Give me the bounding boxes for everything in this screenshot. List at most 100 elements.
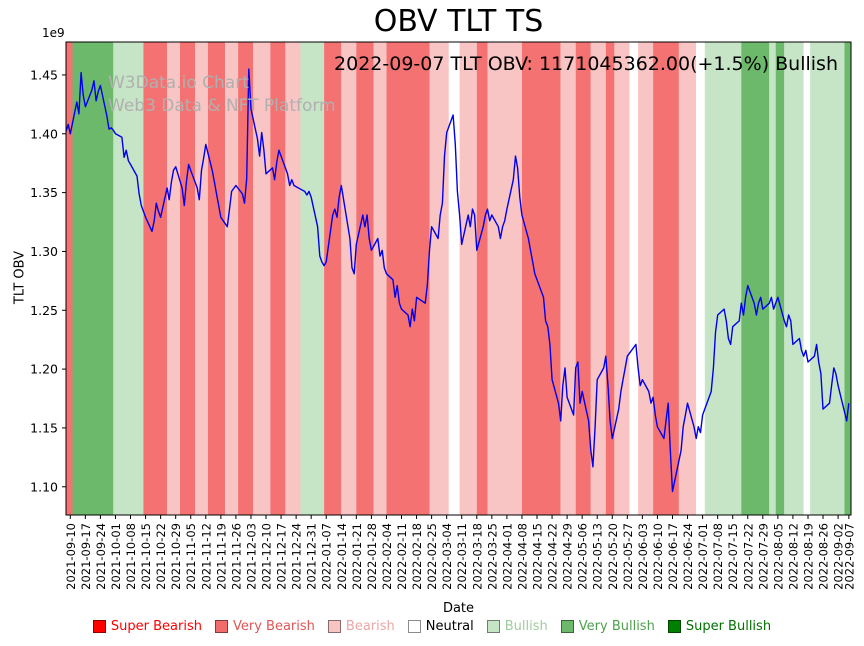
y-tick-label: 1.20 — [30, 362, 58, 377]
watermark-line-1: W3Data.io Chart — [108, 73, 249, 93]
obv-line — [65, 68, 850, 493]
x-tick-label: 2021-10-15 — [139, 523, 153, 590]
signal-band-very_bearish — [324, 42, 342, 515]
legend-label-bullish: Bullish — [504, 619, 548, 634]
legend-swatch-very-bullish — [560, 620, 574, 633]
x-tick-label: 2022-08-19 — [801, 523, 815, 590]
signal-band-very_bullish — [72, 42, 114, 515]
signal-band-bearish — [373, 42, 387, 515]
signal-band-bearish — [560, 42, 576, 515]
chart-title: OBV TLT TS — [373, 4, 544, 39]
x-tick-label: 2022-05-20 — [606, 523, 620, 590]
signal-band-neutral — [629, 42, 639, 515]
x-tick-label: 2022-08-05 — [771, 523, 785, 590]
legend-item-super-bullish: Super Bullish — [667, 619, 772, 634]
signal-band-very_bullish — [775, 42, 785, 515]
y-tick-label: 1.35 — [30, 185, 58, 200]
x-tick-label: 2021-11-05 — [184, 523, 198, 590]
y-tick-label: 1.45 — [30, 67, 58, 82]
signal-band-very_bearish — [476, 42, 488, 515]
signal-band-bearish — [614, 42, 630, 515]
x-tick-label: 2021-10-01 — [109, 523, 123, 590]
x-tick-label: 2022-04-15 — [531, 523, 545, 590]
legend-label-super-bullish: Super Bullish — [685, 619, 772, 634]
x-tick-label: 2022-08-12 — [786, 523, 800, 590]
x-tick-label: 2021-10-22 — [154, 523, 168, 590]
x-tick-label: 2022-06-03 — [636, 523, 650, 590]
x-tick-label: 2022-06-10 — [651, 523, 665, 590]
signal-band-very_bearish — [180, 42, 196, 515]
x-tick-label: 2022-07-15 — [726, 523, 740, 590]
y-axis-label: TLT OBV — [12, 250, 28, 305]
x-tick-label: 2021-12-03 — [244, 523, 258, 590]
legend-item-very-bullish: Very Bullish — [560, 619, 655, 634]
x-tick-label: 2022-01-21 — [350, 523, 364, 590]
x-tick-label: 2022-02-18 — [410, 523, 424, 590]
legend-label-super-bearish: Super Bearish — [110, 619, 202, 634]
x-tick-label: 2022-05-27 — [621, 523, 635, 590]
x-tick-label: 2022-03-25 — [485, 523, 499, 590]
x-tick-label: 2022-04-22 — [546, 523, 560, 590]
signal-band-bullish — [810, 42, 845, 515]
x-tick-label: 2022-07-29 — [756, 523, 770, 590]
x-tick-label: 2022-07-01 — [696, 523, 710, 590]
legend-item-neutral: Neutral — [407, 619, 474, 634]
signal-band-bullish — [704, 42, 742, 515]
legend-swatch-neutral — [407, 620, 421, 633]
watermark-line-2: Web3 Data & NFT Platform — [108, 95, 336, 116]
x-tick-label: 2021-12-10 — [260, 523, 274, 590]
legend-label-very-bearish: Very Bearish — [233, 619, 315, 634]
latest-value-annotation: 2022-09-07 TLT OBV: 1171045362.00(+1.5%)… — [334, 53, 838, 75]
x-tick-label: 2022-05-06 — [576, 523, 590, 590]
signal-band-very_bearish — [605, 42, 615, 515]
x-tick-label: 2022-07-08 — [711, 523, 725, 590]
legend-item-very-bearish: Very Bearish — [215, 619, 315, 634]
x-tick-label: 2022-04-29 — [561, 523, 575, 590]
legend-label-neutral: Neutral — [425, 619, 474, 634]
x-tick-label: 2022-02-25 — [425, 523, 439, 590]
signal-band-bearish — [590, 42, 606, 515]
x-tick-label: 2022-06-17 — [666, 523, 680, 590]
x-tick-label: 2021-12-17 — [275, 523, 289, 590]
x-tick-label: 2021-09-24 — [94, 523, 108, 590]
signal-band-very_bearish — [386, 42, 430, 515]
legend-label-bearish: Bearish — [345, 619, 395, 634]
x-tick-label: 2022-03-18 — [470, 523, 484, 590]
x-tick-label: 2021-10-29 — [169, 523, 183, 590]
signal-band-very_bearish — [143, 42, 168, 515]
signal-band-very_bearish — [66, 42, 73, 515]
y-tick-label: 1.25 — [30, 303, 58, 318]
signal-band-very_bearish — [207, 42, 226, 515]
x-tick-label: 2022-09-07 — [842, 523, 856, 590]
legend-swatch-bullish — [486, 620, 500, 633]
x-tick-label: 2022-01-07 — [320, 523, 334, 590]
signal-band-very_bearish — [238, 42, 254, 515]
signal-band-very_bearish — [575, 42, 591, 515]
signal-band-bearish — [195, 42, 208, 515]
signal-band-bearish — [253, 42, 271, 515]
x-tick-label: 2022-05-13 — [591, 523, 605, 590]
signal-band-bullish — [784, 42, 804, 515]
signal-band-very_bullish — [844, 42, 851, 515]
signal-band-neutral — [448, 42, 460, 515]
signal-band-bullish — [300, 42, 325, 515]
y-tick-label: 1.10 — [30, 479, 58, 494]
legend-item-super-bearish: Super Bearish — [92, 619, 202, 634]
signal-band-very_bearish — [356, 42, 374, 515]
signal-band-bearish — [167, 42, 180, 515]
signal-band-bearish — [341, 42, 357, 515]
signal-band-neutral — [696, 42, 705, 515]
legend-label-very-bullish: Very Bullish — [578, 619, 655, 634]
x-tick-label: 2021-12-24 — [290, 523, 304, 590]
x-tick-label: 2022-06-24 — [681, 523, 695, 590]
signal-band-bullish — [113, 42, 144, 515]
x-tick-label: 2022-03-11 — [455, 523, 469, 590]
x-tick-label: 2021-11-19 — [214, 523, 228, 590]
x-tick-label: 2021-11-26 — [229, 523, 243, 590]
signal-band-bearish — [487, 42, 522, 515]
x-tick-label: 2022-04-08 — [515, 523, 529, 590]
legend: Super Bearish Very Bearish Bearish Neutral B… — [0, 619, 864, 634]
watermark: W3Data.io Chart Web3 Data & NFT Platform — [108, 72, 336, 118]
